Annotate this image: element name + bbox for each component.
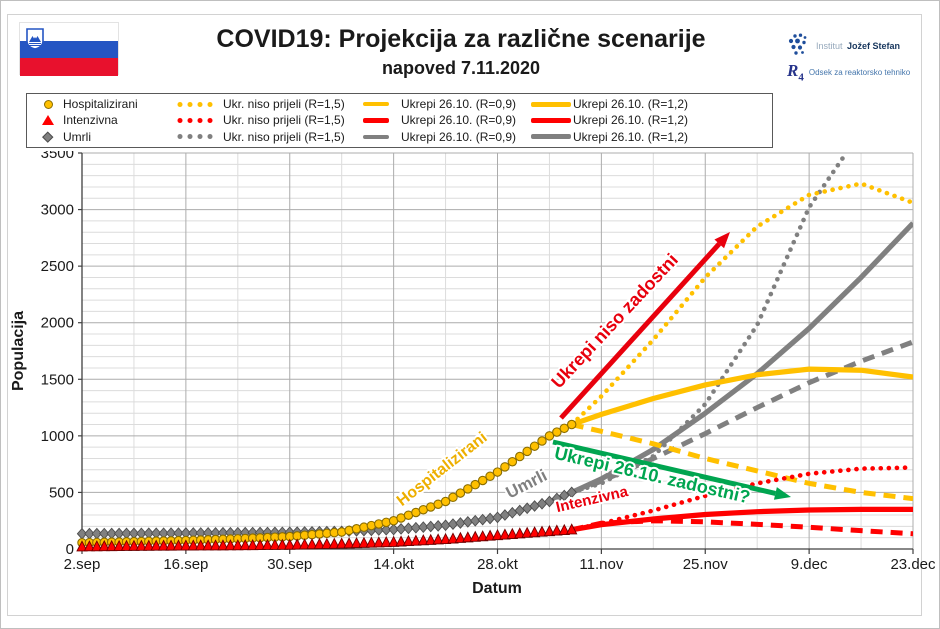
ukrepi-zadostni-arrow <box>552 439 776 496</box>
dotted-line-sample-icon <box>175 132 217 142</box>
y-tick-label: 2500 <box>41 258 74 275</box>
legend-dotted-label: Ukr. niso prijeli (R=1,5) <box>223 129 345 144</box>
flag-stripe-white <box>20 23 118 41</box>
dotted-line-sample-icon <box>175 115 217 125</box>
ijs-dots-icon <box>788 33 807 55</box>
dashed-line-sample-icon <box>363 134 389 140</box>
flag-coat-of-arms <box>26 28 44 50</box>
dashed-line-sample-icon <box>363 101 389 107</box>
intenzivna-marker-icon <box>42 115 54 126</box>
solid-line-sample-icon <box>531 134 571 140</box>
y-tick-label: 0 <box>66 541 74 558</box>
series-hospitalizirani-ukrepi-26-10-r-0-9 <box>571 422 913 502</box>
x-axis-title: Datum <box>472 580 522 597</box>
ukrepi-zadostni-arrow-head-icon <box>773 487 791 500</box>
chart-title: COVID19: Projekcija za različne scenarij… <box>216 25 706 53</box>
legend-solid-label: Ukrepi 26.10. (R=1,2) <box>573 129 689 144</box>
dotted-line-sample-icon <box>175 99 217 109</box>
y-tick-label: 3000 <box>41 202 74 219</box>
solid-line-sample-icon <box>531 101 571 107</box>
legend-dotted-label: Ukr. niso prijeli (R=1,5) <box>223 113 345 128</box>
legend: Hospitalizirani Ukr. niso prijeli (R=1,5)… <box>26 93 773 148</box>
y-tick-label: 1500 <box>41 371 74 388</box>
legend-row-intenzivna: Intenzivna Ukr. niso prijeli (R=1,5) Ukrep… <box>33 112 766 128</box>
institute-name-bold: Jožef Stefan <box>846 41 900 51</box>
series-hospitalizirani-ukr-niso-prijeli-r-1-5 <box>569 181 913 427</box>
institute-logo: Institut Jožef Stefan R4 Odsek za reakto… <box>787 33 937 88</box>
legend-marker-box <box>33 99 63 109</box>
ukrepi-niso-zadostni-label: Ukrepi niso zadostni <box>547 250 682 392</box>
series-hospitalizirani-ukrepi-26-10-r-1-2 <box>570 366 913 428</box>
legend-row-umrli: Umrli Ukr. niso prijeli (R=1,5) Ukrepi 26.… <box>33 129 766 145</box>
legend-marker-box <box>33 115 63 126</box>
legend-series-name: Umrli <box>63 129 91 144</box>
legend-solid-label: Ukrepi 26.10. (R=1,2) <box>573 97 689 112</box>
chart-subtitle: napoved 7.11.2020 <box>381 58 541 78</box>
chart-frame <box>7 14 922 616</box>
legend-solid-label: Ukrepi 26.10. (R=1,2) <box>573 113 689 128</box>
r4-icon: R4 <box>787 61 804 84</box>
y-tick-label: 1000 <box>41 428 74 445</box>
y-axis-title: Populacija <box>10 311 27 391</box>
legend-dashed-label: Ukrepi 26.10. (R=0,9) <box>401 113 517 128</box>
department-row: R4 Odsek za reaktorsko tehniko <box>787 62 937 83</box>
legend-dotted-label: Ukr. niso prijeli (R=1,5) <box>223 97 345 112</box>
x-tick-label: 14.okt <box>373 556 415 573</box>
institute-name-row: Institut Jožef Stefan <box>787 33 937 57</box>
solid-line-sample-icon <box>531 117 571 123</box>
y-tick-label: 3500 <box>41 151 74 162</box>
hospitalizirani-marker-icon <box>43 99 53 109</box>
umrli-marker-icon <box>42 131 54 143</box>
x-tick-label: 11.nov <box>579 556 623 573</box>
x-tick-label: 9.dec <box>791 556 828 573</box>
legend-series-name: Hospitalizirani <box>63 97 138 112</box>
legend-row-hospitalizirani: Hospitalizirani Ukr. niso prijeli (R=1,5)… <box>33 96 766 112</box>
projection-series <box>569 153 913 537</box>
x-tick-label: 2.sep <box>64 556 101 573</box>
institute-name-light: Institut <box>816 41 843 51</box>
slovenia-flag <box>19 22 119 76</box>
ukrepi-niso-zadostni-arrow <box>559 242 722 420</box>
x-tick-label: 16.sep <box>163 556 208 573</box>
series-umrli-ukrepi-26-10-r-0-9 <box>570 339 913 495</box>
legend-series-name: Intenzivna <box>63 113 118 128</box>
markers-intenzivna <box>76 523 578 552</box>
x-tick-label: 23.dec <box>890 556 936 573</box>
series-intenzivna-ukrepi-26-10-r-1-2 <box>571 506 913 533</box>
flag-stripe-blue <box>20 40 118 59</box>
department-name: Odsek za reaktorsko tehniko <box>808 68 911 78</box>
legend-marker-box <box>33 131 63 143</box>
series-intenzivna-ukrepi-26-10-r-0-9 <box>571 518 913 537</box>
x-tick-label: 25.nov <box>683 556 729 573</box>
ukrepi-niso-zadostni-arrow-head-icon <box>714 232 730 249</box>
y-tick-label: 2000 <box>41 315 74 332</box>
legend-dashed-label: Ukrepi 26.10. (R=0,9) <box>401 129 517 144</box>
intenzivna-label: Intenzivna <box>554 483 630 516</box>
chart: Populacija Datum 2.sep 16.sep 30.sep 14.okt… <box>10 151 936 597</box>
umrli-label: Umrli <box>503 466 550 503</box>
y-tick-label: 500 <box>49 484 74 501</box>
flag-stripe-red <box>20 58 118 76</box>
axes: 2.sep 16.sep 30.sep 14.okt 28.okt 11.nov 25.no… <box>41 151 936 573</box>
gridlines-major <box>82 152 914 549</box>
title-block: COVID19: Projekcija za različne scenarij… <box>131 25 791 79</box>
x-tick-label: 30.sep <box>267 556 312 573</box>
series-umrli-ukrepi-26-10-r-1-2 <box>570 221 913 495</box>
x-tick-label: 28.okt <box>477 556 519 573</box>
legend-dashed-label: Ukrepi 26.10. (R=0,9) <box>401 97 517 112</box>
dashed-line-sample-icon <box>363 118 389 123</box>
